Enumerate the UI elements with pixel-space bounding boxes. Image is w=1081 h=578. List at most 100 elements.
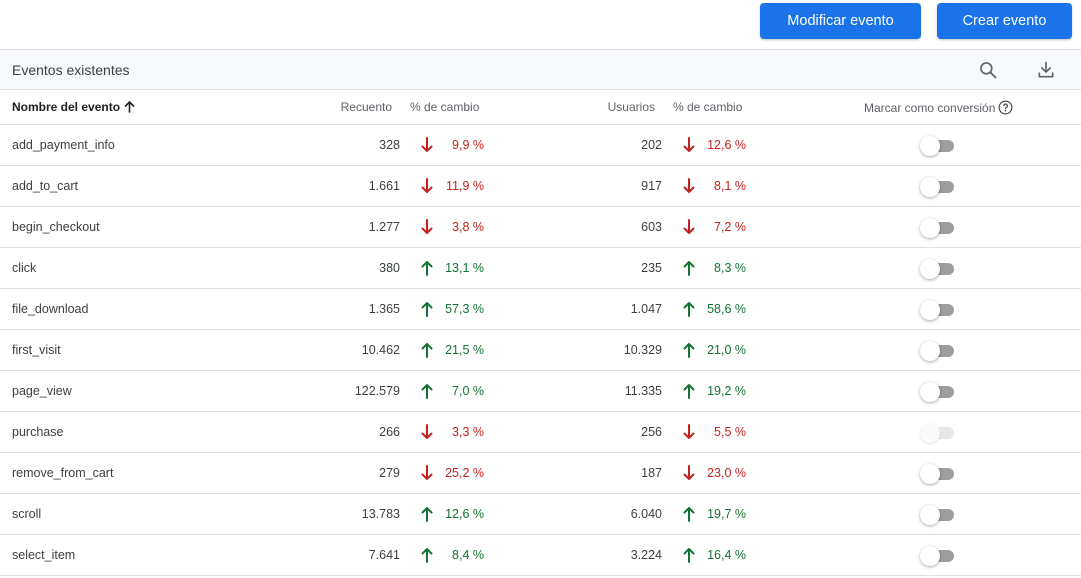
column-header-users-change[interactable]: % de cambio bbox=[673, 100, 743, 114]
table-header: Nombre del evento Recuento % de cambio U… bbox=[0, 90, 1081, 125]
events-table-body: add_payment_info 328 9,9 % 202 12,6 % add_to_… bbox=[0, 125, 1081, 576]
conversion-toggle[interactable] bbox=[920, 259, 954, 279]
create-event-button[interactable]: Crear evento bbox=[937, 3, 1072, 39]
event-users: 603 bbox=[641, 220, 662, 234]
event-count: 266 bbox=[379, 425, 400, 439]
table-row: purchase 266 3,3 % 256 5,5 % bbox=[0, 412, 1081, 453]
toggle-thumb bbox=[920, 177, 940, 197]
conversion-toggle[interactable] bbox=[920, 218, 954, 238]
toggle-thumb bbox=[920, 464, 940, 484]
arrow-up-icon bbox=[683, 383, 695, 399]
table-row: page_view 122.579 7,0 % 11.335 19,2 % bbox=[0, 371, 1081, 412]
arrow-up-icon bbox=[683, 260, 695, 276]
table-row: begin_checkout 1.277 3,8 % 603 7,2 % bbox=[0, 207, 1081, 248]
users-change: 58,6 % bbox=[707, 302, 746, 316]
column-header-conversion-label: Marcar como conversión bbox=[864, 100, 996, 115]
table-row: select_item 7.641 8,4 % 3.224 16,4 % bbox=[0, 535, 1081, 576]
event-users: 187 bbox=[641, 466, 662, 480]
column-header-name[interactable]: Nombre del evento bbox=[12, 100, 135, 114]
arrow-up-icon bbox=[421, 342, 433, 358]
toggle-thumb bbox=[920, 136, 940, 156]
event-name: file_download bbox=[12, 302, 89, 316]
sort-arrow-up-icon bbox=[124, 101, 135, 113]
users-change: 7,2 % bbox=[714, 220, 746, 234]
toggle-thumb bbox=[920, 423, 940, 443]
users-change: 23,0 % bbox=[707, 466, 746, 480]
event-users: 11.335 bbox=[624, 384, 662, 398]
conversion-toggle[interactable] bbox=[920, 505, 954, 525]
count-change: 3,3 % bbox=[452, 425, 484, 439]
arrow-up-icon bbox=[421, 506, 433, 522]
table-row: remove_from_cart 279 25,2 % 187 23,0 % bbox=[0, 453, 1081, 494]
arrow-down-icon bbox=[683, 465, 695, 481]
toggle-thumb bbox=[920, 218, 940, 238]
count-change: 11,9 % bbox=[446, 179, 484, 193]
event-users: 202 bbox=[641, 138, 662, 152]
event-users: 3.224 bbox=[630, 548, 662, 562]
arrow-up-icon bbox=[421, 301, 433, 317]
arrow-down-icon bbox=[421, 178, 433, 194]
conversion-toggle[interactable] bbox=[920, 546, 954, 566]
count-change: 8,4 % bbox=[452, 548, 484, 562]
arrow-down-icon bbox=[683, 219, 695, 235]
event-count: 1.277 bbox=[368, 220, 400, 234]
event-users: 6.040 bbox=[630, 507, 662, 521]
arrow-down-icon bbox=[683, 424, 695, 440]
conversion-toggle[interactable] bbox=[920, 464, 954, 484]
event-name: add_to_cart bbox=[12, 179, 79, 193]
users-change: 8,3 % bbox=[714, 261, 746, 275]
search-icon[interactable] bbox=[978, 60, 998, 80]
column-header-users[interactable]: Usuarios bbox=[607, 100, 655, 114]
arrow-up-icon bbox=[683, 342, 695, 358]
event-name: begin_checkout bbox=[12, 220, 100, 234]
event-name: page_view bbox=[12, 384, 72, 398]
arrow-down-icon bbox=[421, 137, 433, 153]
conversion-toggle[interactable] bbox=[920, 341, 954, 361]
event-count: 122.579 bbox=[354, 384, 400, 398]
event-users: 917 bbox=[641, 179, 662, 193]
event-users: 1.047 bbox=[630, 302, 662, 316]
count-change: 21,5 % bbox=[445, 343, 484, 357]
conversion-toggle[interactable] bbox=[920, 382, 954, 402]
event-users: 10.329 bbox=[623, 343, 662, 357]
event-count: 1.661 bbox=[368, 179, 400, 193]
table-row: add_payment_info 328 9,9 % 202 12,6 % bbox=[0, 125, 1081, 166]
toggle-thumb bbox=[920, 505, 940, 525]
event-users: 256 bbox=[641, 425, 662, 439]
arrow-up-icon bbox=[683, 301, 695, 317]
column-header-count[interactable]: Recuento bbox=[340, 100, 392, 114]
event-name: first_visit bbox=[12, 343, 61, 357]
toggle-thumb bbox=[920, 546, 940, 566]
arrow-up-icon bbox=[421, 260, 433, 276]
users-change: 12,6 % bbox=[707, 138, 746, 152]
modify-event-button[interactable]: Modificar evento bbox=[760, 3, 921, 39]
arrow-up-icon bbox=[421, 383, 433, 399]
users-change: 19,7 % bbox=[707, 507, 746, 521]
help-icon[interactable] bbox=[998, 100, 1013, 115]
count-change: 12,6 % bbox=[445, 507, 484, 521]
download-icon[interactable] bbox=[1036, 60, 1056, 80]
arrow-down-icon bbox=[683, 178, 695, 194]
table-row: add_to_cart 1.661 11,9 % 917 8,1 % bbox=[0, 166, 1081, 207]
column-header-name-label: Nombre del evento bbox=[12, 100, 121, 114]
conversion-toggle[interactable] bbox=[920, 136, 954, 156]
event-count: 10.462 bbox=[361, 343, 400, 357]
conversion-toggle[interactable] bbox=[920, 177, 954, 197]
arrow-down-icon bbox=[421, 219, 433, 235]
event-name: click bbox=[12, 261, 37, 275]
count-change: 57,3 % bbox=[445, 302, 484, 316]
users-change: 5,5 % bbox=[714, 425, 746, 439]
conversion-toggle[interactable] bbox=[920, 300, 954, 320]
event-count: 380 bbox=[379, 261, 400, 275]
event-count: 1.365 bbox=[368, 302, 400, 316]
arrow-up-icon bbox=[421, 547, 433, 563]
users-change: 21,0 % bbox=[707, 343, 746, 357]
event-name: add_payment_info bbox=[12, 138, 115, 152]
users-change: 19,2 % bbox=[707, 384, 746, 398]
arrow-down-icon bbox=[421, 465, 433, 481]
event-name: purchase bbox=[12, 425, 64, 439]
column-header-count-change[interactable]: % de cambio bbox=[410, 100, 480, 114]
toggle-thumb bbox=[920, 382, 940, 402]
count-change: 25,2 % bbox=[445, 466, 484, 480]
column-header-conversion: Marcar como conversión bbox=[864, 100, 1013, 115]
